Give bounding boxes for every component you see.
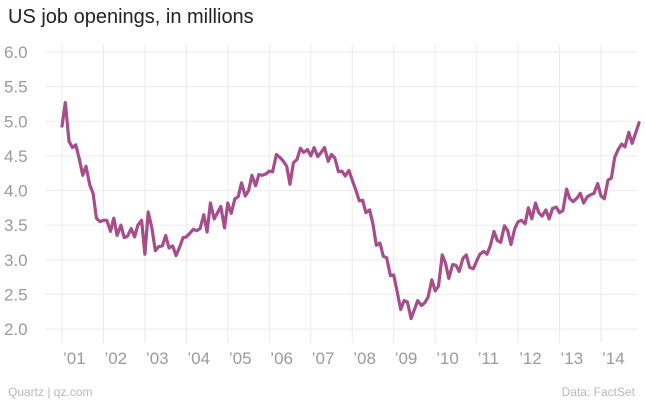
x-tick-label: ’07 [312, 349, 335, 368]
x-tick-label: ’11 [478, 349, 499, 368]
x-tick-label: ’06 [270, 349, 293, 368]
chart-title: US job openings, in millions [8, 6, 254, 28]
y-tick-label: 2.5 [4, 285, 28, 304]
x-tick-label: ’09 [395, 349, 418, 368]
x-axis-tick-labels: ’01 ’02 ’03 ’04 ’05 ’06 ’07 ’08 ’09 ’10 ’11 ’12 ’13 ’… [63, 349, 625, 368]
y-axis-tick-labels: 6.0 5.5 5.0 4.5 4.0 3.5 3.0 2.5 2.0 [4, 43, 28, 339]
x-tick-label: ’14 [602, 349, 625, 368]
y-tick-label: 3.0 [4, 251, 28, 270]
x-tick-label: ’01 [63, 349, 86, 368]
x-tick-label: ’03 [146, 349, 169, 368]
y-tick-label: 5.5 [4, 78, 28, 97]
y-tick-label: 6.0 [4, 43, 28, 62]
y-tick-label: 5.0 [4, 112, 28, 131]
x-tick-label: ’04 [187, 349, 210, 368]
x-tick-label: ’02 [104, 349, 127, 368]
footer-data-source: Data: FactSet [561, 385, 635, 399]
x-tick-label: ’12 [519, 349, 542, 368]
y-tick-label: 4.5 [4, 147, 28, 166]
x-tick-label: ’08 [353, 349, 376, 368]
y-tick-label: 2.0 [4, 320, 28, 339]
y-tick-label: 3.5 [4, 216, 28, 235]
series-lines [60, 101, 641, 321]
footer-source-credit: Quartz | qz.com [8, 385, 93, 399]
x-tick-label: ’13 [561, 349, 584, 368]
grid-lines [45, 44, 638, 343]
y-tick-label: 4.0 [4, 182, 28, 201]
x-tick-label: ’10 [436, 349, 459, 368]
series-line-job-openings [60, 101, 641, 321]
x-tick-label: ’05 [229, 349, 252, 368]
